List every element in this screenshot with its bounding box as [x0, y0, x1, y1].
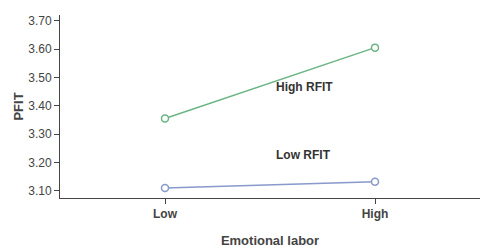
svg-text:3.50: 3.50 [28, 71, 52, 85]
svg-text:Low: Low [153, 207, 178, 221]
svg-text:3.10: 3.10 [28, 184, 52, 198]
svg-text:High: High [362, 207, 389, 221]
svg-text:PFIT: PFIT [11, 92, 26, 120]
svg-text:3.60: 3.60 [28, 42, 52, 56]
svg-text:3.20: 3.20 [28, 156, 52, 170]
svg-text:Low RFIT: Low RFIT [276, 148, 331, 162]
svg-text:3.30: 3.30 [28, 127, 52, 141]
svg-text:3.70: 3.70 [28, 14, 52, 28]
svg-text:Emotional labor: Emotional labor [221, 233, 319, 248]
svg-text:3.40: 3.40 [28, 99, 52, 113]
svg-text:High RFIT: High RFIT [276, 80, 333, 94]
